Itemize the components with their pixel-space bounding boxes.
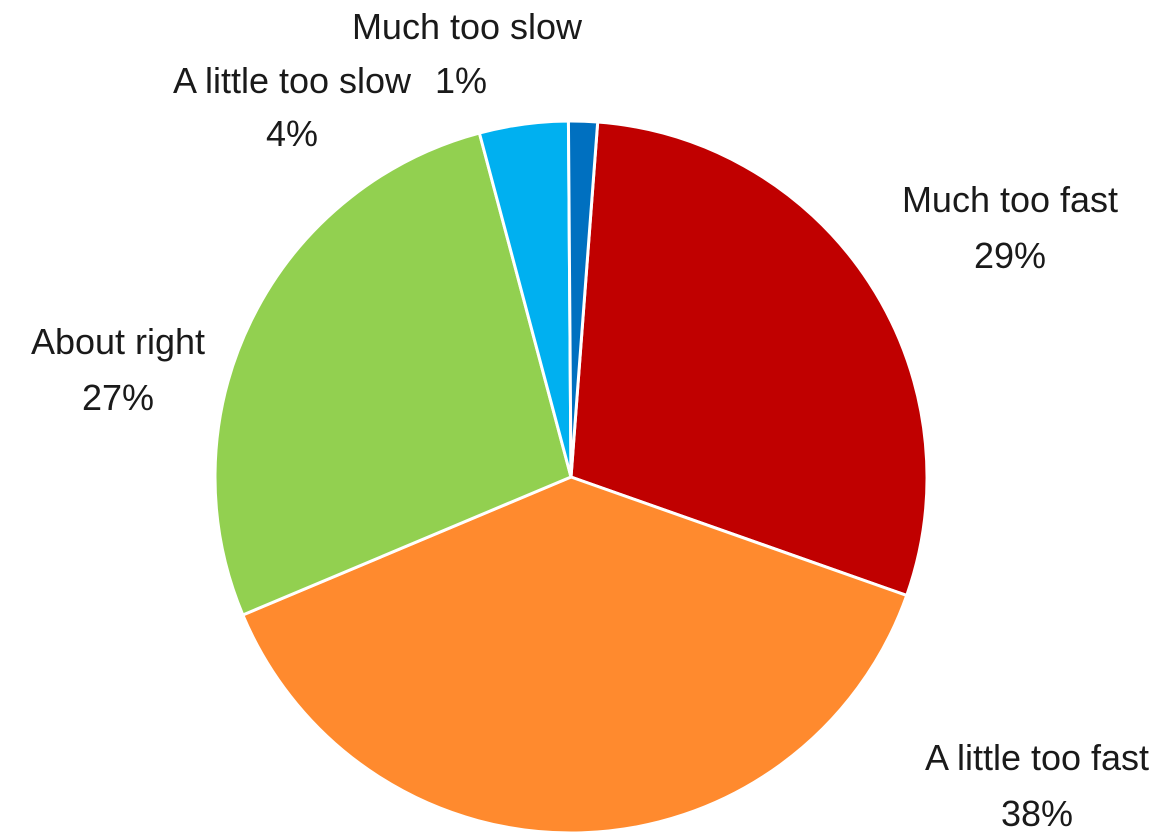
- slice-value-much-too-slow: 1%: [435, 60, 487, 101]
- slice-value-a-little-too-slow: 4%: [266, 113, 318, 154]
- slice-label-a-little-too-fast: A little too fast: [925, 737, 1149, 778]
- pie-slice-much-too-fast: [569, 120, 929, 598]
- slice-value-a-little-too-fast: 38%: [1001, 793, 1073, 833]
- slice-label-a-little-too-slow: A little too slow: [173, 60, 412, 101]
- slice-value-about-right: 27%: [82, 377, 154, 418]
- slice-label-about-right: About right: [31, 321, 205, 362]
- slice-value-much-too-fast: 29%: [974, 235, 1046, 276]
- pie-slice-much-too-slow: [566, 119, 600, 478]
- pie-slices: [213, 119, 929, 833]
- pie-slice-about-right: [213, 131, 573, 617]
- slice-label-much-too-slow: Much too slow: [352, 6, 583, 47]
- slice-label-much-too-fast: Much too fast: [902, 179, 1118, 220]
